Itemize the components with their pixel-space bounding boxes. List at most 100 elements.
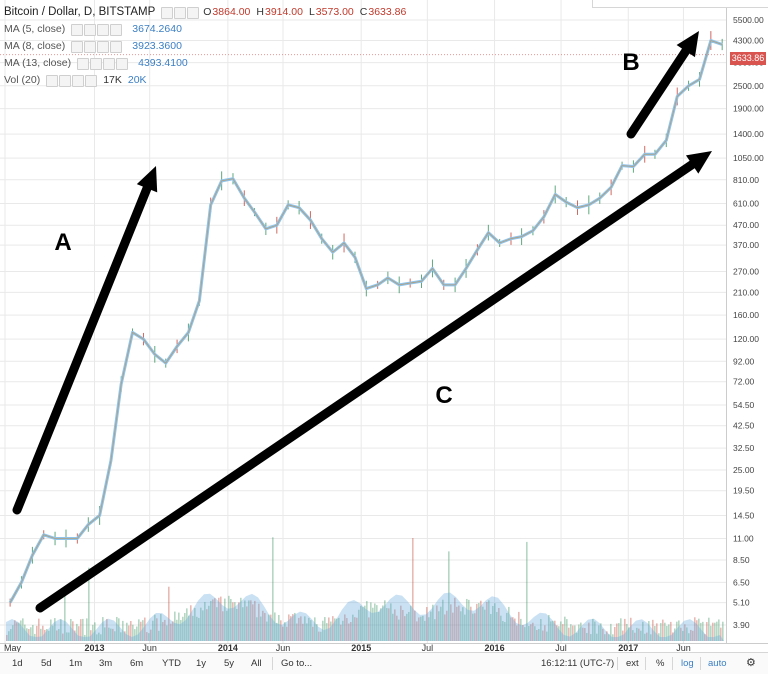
volume-bar (454, 597, 456, 641)
volume-bar (228, 595, 230, 641)
log-toggle[interactable]: log (681, 658, 694, 669)
volume-bar (182, 616, 184, 641)
format-icon[interactable] (97, 23, 110, 36)
eye-icon[interactable] (71, 40, 84, 53)
volume-bar (206, 609, 208, 641)
ma13-buttons[interactable] (77, 57, 129, 70)
range-1m[interactable]: 1m (69, 658, 83, 669)
volume-bar (652, 619, 654, 641)
auto-toggle[interactable]: auto (708, 658, 727, 669)
settings-icon[interactable] (84, 23, 97, 36)
settings-icon[interactable] (84, 40, 97, 53)
eye-icon[interactable] (77, 57, 90, 70)
volume-bar (152, 620, 154, 641)
settings-gear-icon[interactable]: ⚙ (746, 657, 756, 669)
ma5-buttons[interactable] (71, 23, 123, 36)
eye-icon[interactable] (161, 6, 174, 19)
ext-toggle[interactable]: ext (626, 658, 639, 669)
volume-bar (440, 606, 442, 641)
volume-bar (214, 598, 216, 641)
volume-bar (288, 614, 290, 641)
close-icon[interactable] (116, 57, 129, 70)
y-tick-label: 5500.00 (733, 15, 764, 25)
range-6m[interactable]: 6m (130, 658, 144, 669)
y-tick-label: 610.00 (733, 198, 759, 208)
symbol-title: Bitcoin / Dollar, D, BITSTAMP (4, 6, 156, 18)
volume-bar (688, 633, 690, 641)
format-icon[interactable] (97, 40, 110, 53)
settings-icon[interactable] (90, 57, 103, 70)
volume-bar (110, 628, 112, 641)
volume-bar (406, 613, 408, 641)
y-tick-label: 6.50 (733, 577, 750, 587)
volume-bar (616, 623, 618, 641)
volume-bar (32, 624, 34, 641)
volume-bar (170, 623, 172, 641)
ohlc-low-key: L (308, 6, 315, 18)
volume-bar (28, 629, 30, 641)
volume-bar (526, 541, 528, 641)
volume-bar (322, 620, 324, 641)
ma5-value: 3674.2640 (132, 23, 182, 35)
settings-icon[interactable] (59, 74, 72, 87)
volume-bar (446, 610, 448, 641)
range-all[interactable]: All (251, 658, 262, 669)
volume-bar (210, 601, 212, 641)
volume-bar (476, 603, 478, 641)
volume-buttons[interactable] (46, 74, 98, 87)
eye-icon[interactable] (71, 23, 84, 36)
volume-bar (388, 608, 390, 641)
range-1y[interactable]: 1y (196, 658, 207, 669)
y-tick-label: 3.90 (733, 620, 750, 630)
volume-bar (502, 621, 504, 641)
volume-bar (324, 617, 326, 641)
volume-bar (134, 629, 136, 641)
volume-bar (468, 599, 470, 641)
volume-bar (114, 631, 116, 641)
volume-bar (398, 619, 400, 641)
range-5d[interactable]: 5d (41, 658, 52, 669)
volume-bar (656, 623, 658, 641)
range-5y[interactable]: 5y (224, 658, 235, 669)
volume-bar (290, 616, 292, 641)
eye-icon[interactable] (46, 74, 59, 87)
volume-bar (362, 607, 364, 641)
volume-bar (298, 617, 300, 641)
close-icon[interactable] (85, 74, 98, 87)
volume-bar (658, 633, 660, 641)
close-icon[interactable] (187, 6, 200, 19)
volume-bar (284, 622, 286, 641)
volume-bar (538, 628, 540, 641)
range-ytd[interactable]: YTD (162, 658, 181, 669)
x-tick-label: 2017 (618, 643, 638, 653)
volume-bar (466, 598, 468, 641)
percent-toggle[interactable]: % (656, 658, 665, 669)
volume-bar (180, 620, 182, 641)
volume-bar (376, 605, 378, 641)
close-icon[interactable] (110, 23, 123, 36)
volume-bar (306, 623, 308, 641)
close-icon[interactable] (110, 40, 123, 53)
volume-bar (510, 617, 512, 641)
volume-bar (580, 622, 582, 641)
ma8-buttons[interactable] (71, 40, 123, 53)
range-1d[interactable]: 1d (12, 658, 23, 669)
volume-bar (660, 623, 662, 641)
format-icon[interactable] (103, 57, 116, 70)
volume-bar (22, 618, 24, 641)
volume-bar (60, 619, 62, 641)
range-3m[interactable]: 3m (99, 658, 113, 669)
volume-value-2: 20K (127, 74, 147, 86)
volume-bar (570, 624, 572, 641)
goto-button[interactable]: Go to... (281, 658, 313, 669)
volume-bar (484, 609, 486, 641)
settings-icon[interactable] (174, 6, 187, 19)
volume-bar (408, 611, 410, 641)
format-icon[interactable] (72, 74, 85, 87)
volume-bar (118, 618, 120, 641)
legend-buttons[interactable] (161, 6, 200, 19)
volume-bar (624, 618, 626, 641)
volume-bar (356, 617, 358, 641)
volume-bar (80, 619, 82, 641)
